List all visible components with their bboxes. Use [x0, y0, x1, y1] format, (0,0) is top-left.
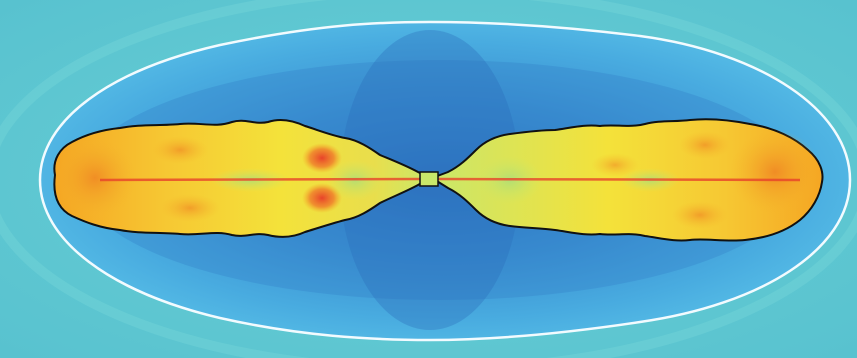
right-lobe-orange-spot	[679, 131, 731, 159]
shock-front	[38, 20, 852, 342]
left-lobe-orange-head	[53, 138, 137, 218]
left-lobe-hotspot-upper	[302, 143, 342, 173]
left-jet-spine	[99, 177, 426, 182]
left-lobe-orange-spot	[160, 194, 220, 222]
right-lobe-orange-spot	[672, 201, 728, 229]
right-lobe	[429, 118, 824, 242]
jet-nozzle	[419, 171, 439, 187]
right-lobe-orange-spot	[591, 153, 639, 177]
right-jet-spine	[437, 177, 801, 182]
left-lobe-orange-spot	[152, 136, 208, 164]
right-lobe-orange-head	[730, 130, 820, 214]
